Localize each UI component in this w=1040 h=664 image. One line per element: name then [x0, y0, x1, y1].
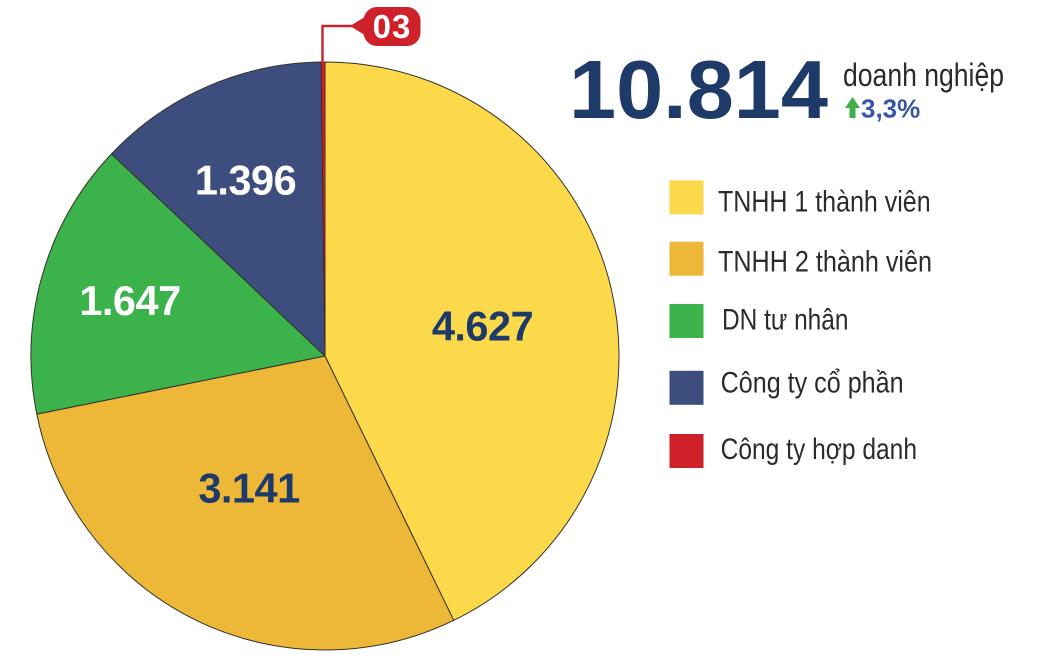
- svg-text:1.396: 1.396: [195, 157, 296, 204]
- svg-text:4.627: 4.627: [432, 303, 533, 350]
- svg-text:1.647: 1.647: [79, 277, 180, 324]
- svg-text:03: 03: [373, 8, 412, 45]
- svg-text:Công ty hợp danh: Công ty hợp danh: [721, 433, 917, 466]
- svg-text:TNHH 1 thành viên: TNHH 1 thành viên: [718, 185, 931, 218]
- svg-text:DN tư nhân: DN tư nhân: [722, 304, 849, 337]
- svg-text:TNHH 2 thành viên: TNHH 2 thành viên: [718, 245, 932, 278]
- svg-text:doanh nghiệp: doanh nghiệp: [843, 57, 1004, 93]
- svg-text:3.141: 3.141: [198, 465, 299, 512]
- svg-text:Công ty cổ phần: Công ty cổ phần: [721, 366, 904, 399]
- svg-text:3,3%: 3,3%: [861, 94, 920, 124]
- svg-text:10.814: 10.814: [569, 43, 828, 136]
